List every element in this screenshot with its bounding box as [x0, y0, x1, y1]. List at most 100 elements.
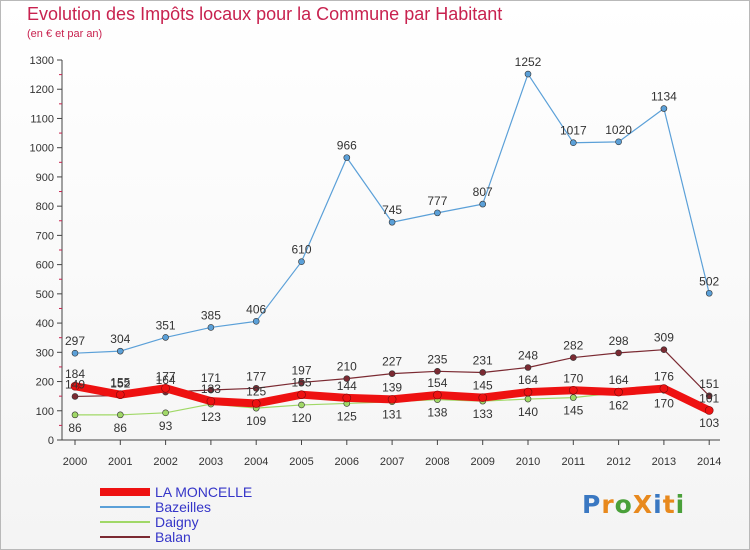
data-point-la-moncelle	[70, 381, 80, 391]
data-label-balan: 235	[427, 352, 447, 366]
data-label-bazeilles: 385	[201, 308, 221, 322]
data-label-la-moncelle: 164	[518, 373, 538, 387]
x-tick-label: 2014	[697, 456, 721, 468]
y-tick-label: 800	[36, 201, 54, 213]
y-tick-label: 0	[48, 435, 54, 447]
data-point-balan	[252, 384, 260, 392]
data-label-la-moncelle: 177	[156, 369, 176, 383]
data-label-bazeilles: 777	[427, 194, 447, 208]
data-label-la-moncelle: 155	[291, 376, 311, 390]
data-label-bazeilles: 406	[246, 302, 266, 316]
data-point-bazeilles	[615, 138, 622, 146]
data-point-balan	[343, 375, 351, 382]
x-tick-label: 2008	[425, 456, 449, 468]
x-tick-label: 2000	[63, 456, 87, 468]
data-point-balan	[479, 369, 487, 376]
y-tick-label: 200	[36, 377, 54, 389]
chart-subtitle: (en € et par an)	[27, 28, 103, 40]
data-point-bazeilles	[569, 139, 577, 147]
x-tick-label: 2010	[516, 456, 540, 468]
data-label-la-moncelle: 154	[427, 376, 447, 390]
data-point-balan	[434, 368, 441, 375]
data-point-balan	[615, 349, 622, 357]
y-tick-label: 100	[36, 406, 54, 418]
data-point-bazeilles	[298, 258, 305, 265]
x-tick-label: 2012	[606, 456, 630, 468]
data-point-bazeilles	[207, 324, 215, 331]
legend-label: Bazeilles	[155, 499, 212, 515]
data-point-bazeilles	[660, 105, 668, 112]
data-point-la-moncelle	[659, 384, 669, 393]
data-label-bazeilles: 610	[291, 243, 311, 257]
data-label-balan: 171	[201, 371, 221, 385]
data-label-daigny: 140	[518, 405, 538, 419]
x-tick-label: 2013	[652, 456, 676, 468]
y-tick-label: 700	[36, 230, 54, 242]
legend-swatch-balan	[100, 536, 150, 538]
x-tick-label: 2001	[108, 456, 132, 468]
data-label-balan: 177	[246, 369, 266, 383]
data-label-bazeilles: 1134	[651, 90, 677, 104]
data-point-la-moncelle	[116, 390, 125, 399]
legend-label: Balan	[155, 529, 191, 545]
data-label-daigny: 170	[654, 396, 674, 410]
data-label-la-moncelle: 133	[201, 382, 221, 396]
data-point-bazeilles	[252, 318, 260, 325]
data-point-la-moncelle	[342, 393, 352, 403]
data-point-bazeilles	[479, 200, 487, 208]
data-label-bazeilles: 1252	[515, 55, 542, 69]
data-label-balan: 197	[291, 363, 311, 377]
data-label-la-moncelle: 176	[654, 370, 674, 384]
data-label-daigny: 123	[201, 410, 221, 424]
data-point-balan	[705, 392, 713, 400]
data-point-daigny	[71, 411, 79, 419]
data-label-bazeilles: 351	[156, 318, 176, 332]
data-point-bazeilles	[434, 209, 441, 217]
data-point-bazeilles	[524, 70, 532, 78]
legend-swatch-la-moncelle	[100, 488, 150, 496]
data-label-daigny: 138	[427, 406, 447, 420]
data-point-la-moncelle	[433, 390, 442, 400]
x-tick-label: 2011	[561, 456, 585, 468]
logo-letter: X	[632, 490, 654, 519]
data-label-daigny: 125	[337, 409, 357, 423]
data-point-la-moncelle	[614, 387, 623, 397]
logo-letter: P	[582, 490, 602, 519]
data-label-bazeilles: 502	[699, 274, 719, 288]
data-label-balan: 231	[473, 353, 493, 367]
data-point-bazeilles	[117, 347, 124, 355]
data-label-balan: 282	[563, 339, 583, 353]
data-label-la-moncelle: 145	[473, 379, 493, 393]
data-label-balan: 298	[609, 334, 629, 348]
data-label-bazeilles: 745	[382, 203, 402, 217]
data-label-balan: 151	[699, 377, 719, 391]
data-label-daigny: 103	[699, 416, 719, 430]
data-point-la-moncelle	[251, 399, 261, 408]
data-point-bazeilles	[343, 154, 351, 161]
data-label-balan: 149	[65, 377, 85, 391]
y-tick-label: 600	[36, 260, 54, 272]
data-point-la-moncelle	[568, 386, 578, 395]
y-tick-label: 1300	[30, 55, 54, 67]
data-point-bazeilles	[71, 349, 79, 357]
data-label-la-moncelle: 125	[246, 384, 266, 398]
data-label-daigny: 120	[291, 411, 311, 425]
logo-letter: i	[653, 490, 663, 519]
data-point-balan	[388, 370, 396, 377]
x-tick-label: 2007	[380, 456, 404, 468]
logo-letter: t	[662, 490, 676, 519]
y-tick-label: 400	[36, 318, 54, 330]
data-label-balan: 210	[337, 360, 357, 374]
y-tick-label: 1000	[30, 143, 54, 155]
y-tick-label: 500	[36, 289, 54, 301]
data-label-daigny: 86	[114, 421, 128, 435]
data-label-daigny: 109	[246, 414, 266, 428]
data-label-la-moncelle: 155	[110, 376, 130, 390]
data-label-daigny: 162	[609, 399, 629, 413]
data-label-la-moncelle: 184	[65, 367, 85, 381]
data-label-la-moncelle: 139	[382, 380, 402, 394]
data-point-daigny	[117, 411, 124, 419]
data-point-la-moncelle	[478, 393, 488, 402]
